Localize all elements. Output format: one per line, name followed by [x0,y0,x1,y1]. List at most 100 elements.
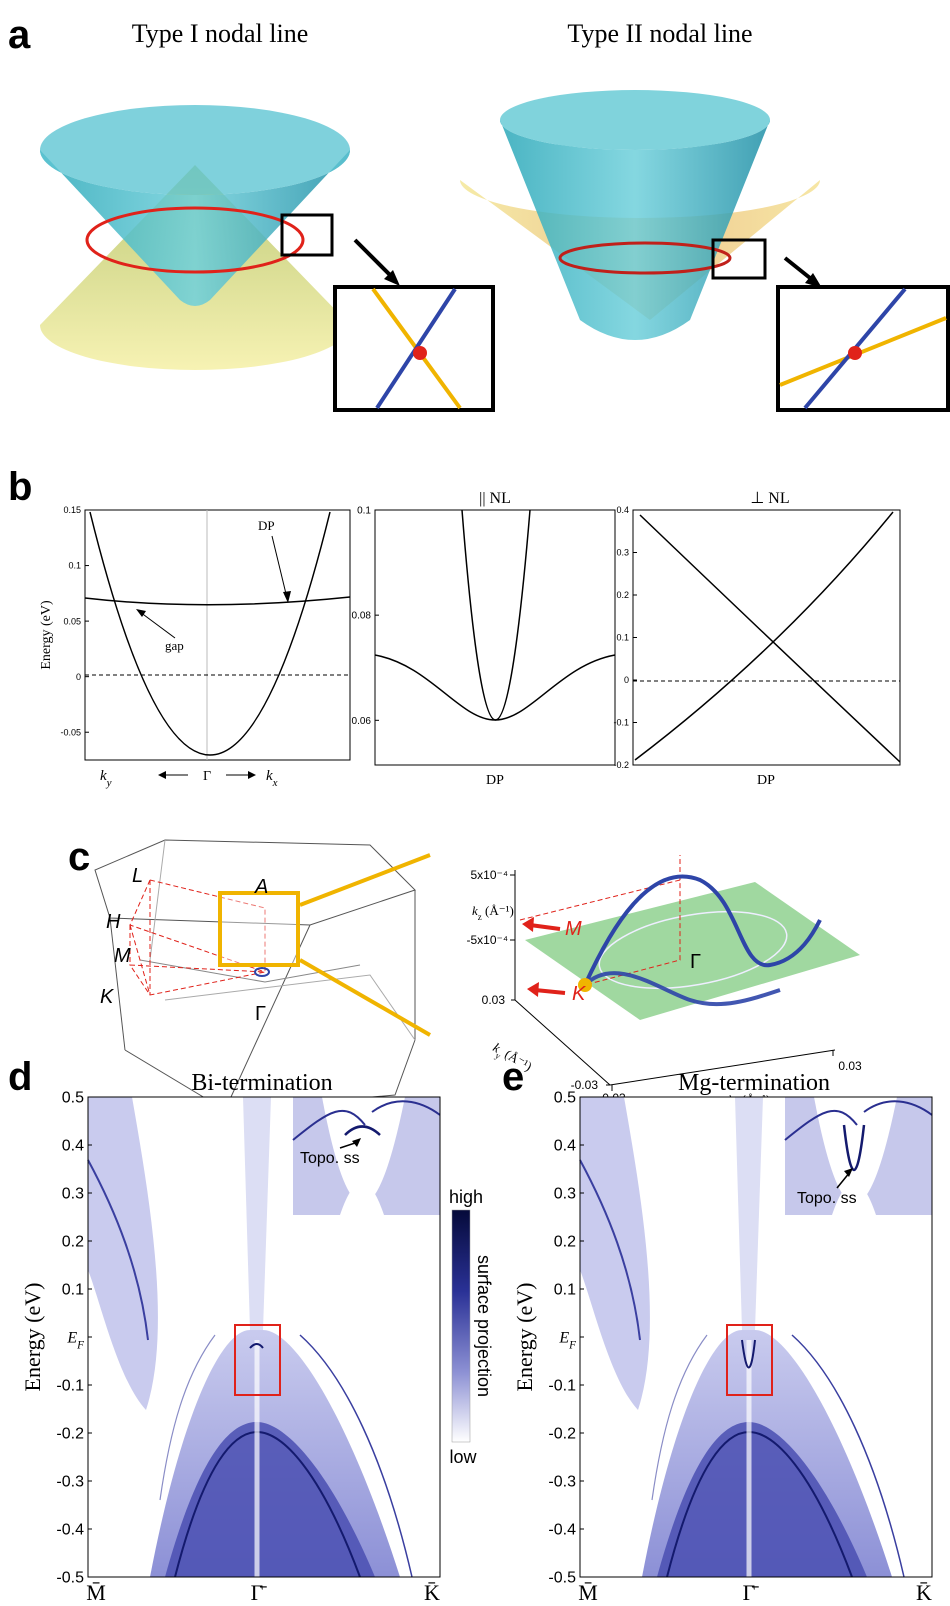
y-tick-label: -0.3 [548,1474,576,1491]
point-label: K [572,983,587,1005]
inset-arrowhead [844,1168,853,1177]
y-tick-label: EF [558,1330,576,1352]
bz-label: M [114,945,131,967]
plot-b2: || NL DP [374,490,616,788]
y-tick-label: E [66,1330,77,1347]
y-tick-label: 0.3 [62,1186,84,1203]
inset-label: Topo. ss [797,1190,857,1207]
y-tick-label: 0.2 [616,590,629,600]
band-structure: Topo. ss 0.5 0.4 0.3 0.2 0.1 EF -0.1 -0.2 -0.3 -0.… [502,1055,933,1605]
y-axis-label: Energy (eV) [39,600,54,670]
y-tick-label: 0 [76,672,81,682]
x-tick-label: K̄ [916,1580,932,1605]
tick-label: 5x10⁻⁴ [470,868,508,882]
panel-title: Type I nodal line [132,19,309,48]
panel-label: e [502,1055,524,1099]
x-tick-label: M̄ [86,1580,106,1605]
x-axis-label: ky [100,768,112,789]
y-tick-label: 0.2 [554,1234,576,1251]
axis-label: kz (Å⁻¹) [472,903,514,922]
x-axis-label: DP [757,773,775,788]
type1-cones [40,105,495,412]
y-axis-label: Energy (eV) [512,1283,537,1392]
colorbar: high low surface projection [449,1187,494,1467]
y-tick-label: 0.1 [68,561,81,571]
bz-label: A [254,876,268,898]
colorbar-low: low [449,1447,477,1467]
bz-label: Γ [255,1003,266,1025]
y-tick-label: 0.1 [62,1282,84,1299]
zoom-box [726,1324,773,1396]
band-structure: Topo. ss 0.5 0.4 0.3 0.2 0.1 EF -0.1 -0.2 -0.3 -0.… [8,1055,441,1605]
bz-label: K [100,986,115,1008]
y-tick-label: -0.2 [548,1426,576,1443]
panel-label: d [8,1055,32,1099]
y-tick-label: 0.3 [616,548,629,558]
axis-label: k [472,903,478,918]
y-tick-label: 0.1 [554,1282,576,1299]
y-tick-label: -0.5 [548,1570,576,1587]
plot-b-ticks: 0.15 0.1 0.05 0 -0.05 0.1 0.08 0.06 0.4 0.3 0.2 0.1… [60,505,637,770]
plot-title: || NL [479,490,511,507]
y-tick-label: 0.08 [352,611,372,622]
inset-gap [814,1097,897,1204]
y-tick-label: 0.2 [62,1234,84,1251]
y-tick-label: -0.1 [56,1378,84,1395]
zoom-box [234,1324,281,1396]
plot-b1: DP gap Energy (eV) ky Γ kx [39,509,351,789]
band [580,1097,650,1410]
tick-label: 0.03 [482,993,506,1007]
y-tick-label: -0.2 [613,760,629,770]
y-tick-label: 0 [624,675,629,685]
y-tick-label: -0.1 [548,1378,576,1395]
colorbar-title: surface projection [474,1255,494,1397]
y-tick-label: -0.05 [60,727,81,737]
brillouin-zone [94,839,431,1111]
panel-label: a [8,13,31,57]
band [88,1097,158,1410]
band-edge [651,1334,708,1501]
plot-title: Mg-termination [678,1070,830,1096]
panel-label: b [8,465,32,509]
plot-title: Bi-termination [191,1070,332,1096]
inset-band [340,1182,384,1215]
point-label: Γ [690,951,701,973]
y-tick-label: -0.4 [548,1522,576,1539]
type2-cones [460,90,950,412]
x-axis-label: y [106,777,112,789]
x-axis-label: Γ [203,769,211,784]
y-tick-label: 0.4 [616,505,629,515]
bz-label: L [132,865,143,887]
band-edge [299,1334,413,1578]
y-tick-label: -0.2 [56,1426,84,1443]
y-tick-label: -0.4 [56,1522,84,1539]
y-tick-label: 0.5 [62,1090,84,1107]
y-tick-label: F [568,1340,576,1352]
band-edge [159,1334,216,1501]
y-tick-label: 0.4 [62,1138,84,1155]
y-tick-label: 0.05 [63,616,81,626]
axis-label: z [478,912,482,922]
y-tick-label: 0.1 [357,506,371,517]
inset-ss [344,1125,381,1136]
inset-band [832,1182,876,1215]
inset-edge [292,1100,441,1141]
tick-label: -5x10⁻⁴ [466,933,508,947]
surface-state [249,1343,264,1349]
y-tick-label: -0.1 [613,718,629,728]
surface-state [741,1339,756,1369]
axis-label: y [494,1050,503,1061]
band-edge [579,1159,641,1341]
y-tick-label: 0.3 [554,1186,576,1203]
axis-label: (Å⁻¹) [482,903,514,918]
x-tick-label: K̄ [424,1580,440,1605]
y-tick-label: F [76,1340,84,1352]
bz-labels: L A H M K Γ [100,865,268,1025]
y-tick-label: -0.3 [56,1474,84,1491]
y-tick-label: EF [66,1330,84,1352]
band [243,1097,271,1330]
band [735,1097,763,1330]
x-tick-label: Γ̄ [743,1580,760,1605]
x-axis-label: kx [266,768,278,789]
tick-label: 0.03 [838,1059,862,1073]
